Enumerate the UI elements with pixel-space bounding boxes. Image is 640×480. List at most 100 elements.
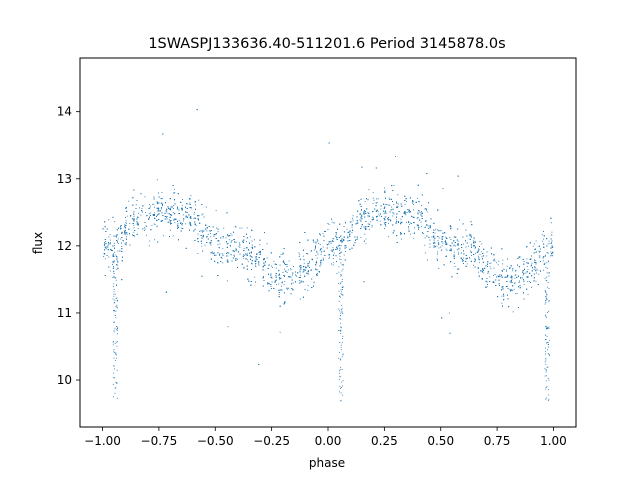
data-point <box>356 236 358 238</box>
data-point <box>351 221 353 223</box>
data-point <box>215 238 217 239</box>
data-point <box>434 242 436 244</box>
data-point <box>148 204 150 205</box>
data-point <box>132 218 134 220</box>
data-point <box>299 242 301 243</box>
data-point <box>433 241 435 243</box>
data-point <box>425 208 427 210</box>
data-point <box>209 243 211 245</box>
data-point <box>164 218 166 220</box>
data-point <box>290 276 292 278</box>
data-point <box>279 256 281 258</box>
data-point <box>532 245 534 247</box>
data-point <box>383 210 385 212</box>
data-point <box>462 260 464 262</box>
data-point <box>270 273 272 275</box>
data-point <box>507 258 508 260</box>
data-point <box>141 210 143 211</box>
data-point <box>226 212 228 214</box>
data-point <box>344 245 346 247</box>
data-point <box>340 240 341 242</box>
data-point <box>377 198 379 200</box>
data-point <box>125 244 127 246</box>
data-point <box>331 249 333 251</box>
data-point <box>254 276 256 278</box>
data-point <box>202 236 204 238</box>
data-point <box>320 248 322 250</box>
data-point <box>232 250 234 252</box>
data-point <box>217 262 219 264</box>
data-point <box>108 256 110 258</box>
data-point <box>237 267 238 268</box>
data-point <box>518 307 519 308</box>
data-point <box>481 278 483 279</box>
data-point <box>376 219 378 221</box>
data-point <box>214 260 216 262</box>
data-point <box>168 207 169 209</box>
data-point <box>227 242 229 244</box>
data-point <box>107 249 109 251</box>
data-point <box>406 212 408 213</box>
data-point <box>541 234 543 236</box>
data-point <box>365 238 367 240</box>
data-point <box>274 263 276 265</box>
data-point <box>441 245 443 247</box>
data-point <box>287 288 288 290</box>
data-point <box>496 276 497 278</box>
data-point <box>396 216 397 218</box>
data-point <box>268 273 269 275</box>
data-point <box>140 193 142 195</box>
data-point <box>471 224 473 226</box>
data-point <box>310 250 312 252</box>
data-point <box>243 257 245 259</box>
data-point <box>200 235 202 236</box>
data-point <box>523 263 525 265</box>
data-point <box>126 232 128 234</box>
data-point <box>173 205 175 206</box>
data-point <box>303 266 305 268</box>
data-point <box>511 276 513 278</box>
data-point <box>298 252 300 254</box>
data-point <box>410 222 412 224</box>
data-point <box>534 249 536 250</box>
data-point <box>286 272 288 273</box>
data-point <box>104 226 106 227</box>
data-point <box>450 239 452 240</box>
data-point <box>469 238 471 240</box>
data-point <box>526 288 528 290</box>
data-point <box>379 215 381 217</box>
data-point <box>306 272 308 274</box>
data-point <box>158 192 159 194</box>
data-point <box>246 254 248 256</box>
data-point <box>270 284 272 285</box>
data-point <box>489 281 491 282</box>
data-point <box>413 216 415 218</box>
data-point <box>526 246 528 248</box>
data-point <box>351 224 353 226</box>
data-point <box>110 249 112 251</box>
data-point <box>242 255 244 257</box>
data-point <box>279 277 280 279</box>
data-point <box>201 275 203 277</box>
data-point <box>540 270 541 272</box>
data-point <box>217 228 219 230</box>
data-point <box>303 269 305 271</box>
data-point <box>239 227 241 229</box>
data-point <box>361 224 363 226</box>
data-point <box>390 209 392 211</box>
data-point <box>291 279 293 281</box>
data-point <box>511 278 513 280</box>
data-point <box>219 253 221 255</box>
data-point <box>210 240 212 242</box>
data-point <box>389 219 391 220</box>
data-point <box>244 254 246 256</box>
data-point <box>393 185 395 186</box>
data-point <box>124 243 126 245</box>
data-point <box>283 261 285 263</box>
data-point <box>249 255 251 257</box>
data-point <box>446 238 448 239</box>
data-point <box>462 236 464 238</box>
data-point <box>185 216 187 218</box>
data-point <box>542 240 543 242</box>
data-point <box>302 271 304 273</box>
